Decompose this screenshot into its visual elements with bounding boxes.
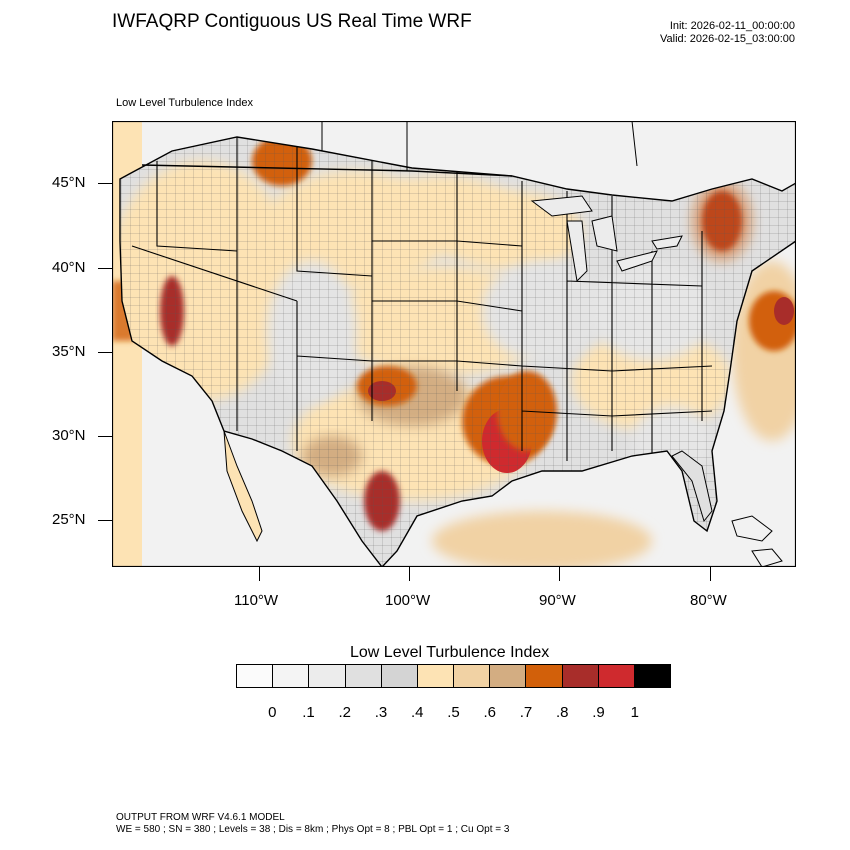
colorbar-swatch: [525, 664, 562, 688]
colorbar: [236, 664, 672, 688]
colorbar-swatch: [489, 664, 526, 688]
lat-label-40: 40°N: [52, 259, 86, 276]
colorbar-swatch: [453, 664, 490, 688]
colorbar-label: .9: [592, 704, 605, 721]
lat-label-35: 35°N: [52, 343, 86, 360]
colorbar-swatch: [236, 664, 273, 688]
colorbar-label: 1: [630, 704, 639, 721]
border-line: [141, 164, 513, 177]
lat-tick: [98, 352, 112, 353]
colorbar-label: .7: [519, 704, 533, 721]
florida: [671, 450, 713, 523]
lat-tick: [98, 520, 112, 521]
colorbar-swatch: [308, 664, 345, 688]
field-label: Low Level Turbulence Index: [116, 97, 253, 109]
lat-label-30: 30°N: [52, 427, 86, 444]
colorbar-label: .6: [483, 704, 496, 721]
lon-label-100: 100°W: [385, 592, 431, 609]
timestamp-block: Init: 2026-02-11_00:00:00 Valid: 2026-02…: [660, 20, 795, 46]
colorbar-swatch: [597, 664, 634, 688]
province-lines: [321, 120, 638, 171]
valid-time: Valid: 2026-02-15_03:00:00: [660, 33, 795, 45]
colorbar-swatch: [344, 664, 381, 688]
lat-label-45: 45°N: [52, 174, 86, 191]
colorbar-swatch: [561, 664, 598, 688]
lat-tick: [98, 268, 112, 269]
colorbar-label: .8: [555, 704, 569, 721]
lon-tick: [710, 567, 711, 581]
colorbar-swatch: [633, 664, 672, 688]
map-panel: [111, 120, 812, 571]
model-footer: OUTPUT FROM WRF V4.6.1 MODEL WE = 580 ; …: [116, 812, 509, 836]
map-title: IWFAQRP Contiguous US Real Time WRF: [112, 11, 472, 32]
lon-tick: [259, 567, 260, 581]
great-lakes: [530, 195, 683, 283]
lon-label-90: 90°W: [539, 592, 576, 609]
colorbar-label: 0: [268, 704, 277, 721]
colorbar-label: .1: [302, 704, 315, 721]
colorbar-label: .3: [374, 704, 388, 721]
footer-line-1: OUTPUT FROM WRF V4.6.1 MODEL: [116, 812, 285, 823]
colorbar-swatch: [416, 664, 454, 688]
colorbar-label: .4: [410, 704, 424, 721]
map-canvas: [111, 120, 812, 571]
lat-tick: [98, 436, 112, 437]
lat-label-25: 25°N: [52, 511, 86, 528]
lon-label-80: 80°W: [690, 592, 727, 609]
lat-tick: [98, 183, 112, 184]
colorbar-swatch: [380, 664, 417, 688]
gulf-field: [432, 511, 652, 571]
caribbean-islands: [731, 515, 783, 568]
map-frame: [111, 120, 797, 568]
init-time: Init: 2026-02-11_00:00:00: [669, 20, 795, 32]
colorbar-title: Low Level Turbulence Index: [350, 644, 550, 661]
atlantic-core: [774, 297, 794, 325]
lon-tick: [559, 567, 560, 581]
lon-tick: [409, 567, 410, 581]
baja-peninsula: [223, 430, 263, 543]
footer-line-2: WE = 580 ; SN = 380 ; Levels = 38 ; Dis …: [116, 824, 510, 835]
colorbar-swatch: [272, 664, 309, 688]
lon-label-110: 110°W: [234, 592, 279, 609]
colorbar-label: .5: [447, 704, 460, 721]
colorbar-label: .2: [338, 704, 351, 721]
